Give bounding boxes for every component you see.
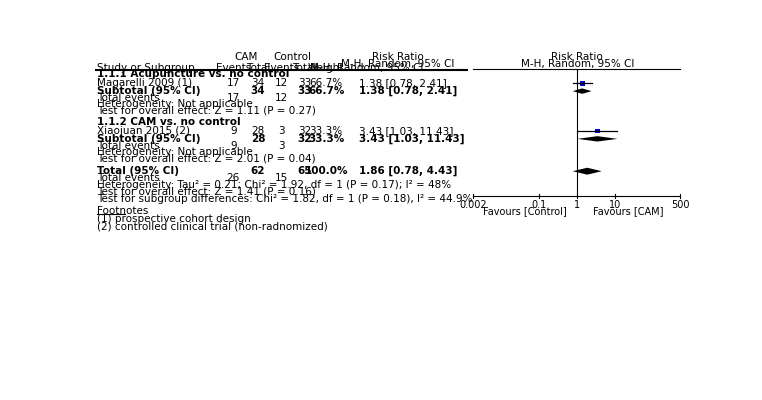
- Text: 17: 17: [226, 93, 240, 103]
- Text: 26: 26: [226, 173, 240, 183]
- Polygon shape: [578, 136, 617, 142]
- Text: 17: 17: [226, 78, 240, 88]
- Text: 34: 34: [251, 78, 264, 88]
- Text: Heterogeneity: Not applicable: Heterogeneity: Not applicable: [97, 147, 252, 157]
- Text: 28: 28: [251, 126, 264, 136]
- Text: 32: 32: [298, 126, 311, 136]
- Text: 1.38 [0.78, 2.41]: 1.38 [0.78, 2.41]: [359, 86, 457, 96]
- Text: Events: Events: [264, 63, 299, 73]
- Text: 1.1.2 CAM vs. no control: 1.1.2 CAM vs. no control: [97, 117, 241, 127]
- Text: Study or Subgroup: Study or Subgroup: [97, 63, 194, 73]
- Text: Total: Total: [246, 63, 271, 73]
- Text: M-H, Random, 95% CI: M-H, Random, 95% CI: [341, 59, 454, 69]
- Text: Subtotal (95% CI): Subtotal (95% CI): [97, 86, 200, 96]
- Text: Test for overall effect: Z = 1.11 (P = 0.27): Test for overall effect: Z = 1.11 (P = 0…: [97, 105, 315, 115]
- Text: Total events: Total events: [97, 141, 159, 151]
- Text: Test for overall effect: Z = 2.01 (P = 0.04): Test for overall effect: Z = 2.01 (P = 0…: [97, 153, 315, 163]
- Text: 9: 9: [230, 141, 236, 151]
- Text: Favours [Control]: Favours [Control]: [483, 206, 567, 216]
- Text: Magarelli 2009 (1): Magarelli 2009 (1): [97, 78, 192, 88]
- Text: Test for overall effect: Z = 1.41 (P = 0.16): Test for overall effect: Z = 1.41 (P = 0…: [97, 187, 315, 197]
- Bar: [595, 129, 600, 133]
- Text: 3: 3: [278, 141, 284, 151]
- Text: Heterogeneity: Not applicable: Heterogeneity: Not applicable: [97, 99, 252, 109]
- Text: 3.43 [1.03, 11.43]: 3.43 [1.03, 11.43]: [359, 134, 464, 144]
- Text: Control: Control: [274, 52, 312, 62]
- Text: Weight: Weight: [308, 63, 344, 73]
- Text: Total events: Total events: [97, 93, 159, 103]
- Text: 15: 15: [274, 173, 288, 183]
- Text: 12: 12: [274, 78, 288, 88]
- Text: Risk Ratio: Risk Ratio: [372, 52, 424, 62]
- Text: 12: 12: [274, 93, 288, 103]
- Text: 100.0%: 100.0%: [305, 166, 348, 176]
- Text: 3: 3: [278, 126, 284, 136]
- Text: 34: 34: [251, 86, 265, 96]
- Text: 32: 32: [297, 134, 312, 144]
- Bar: [580, 81, 584, 86]
- Text: (2) controlled clinical trial (non-radnomized): (2) controlled clinical trial (non-radno…: [97, 222, 328, 232]
- Text: 0.1: 0.1: [531, 200, 546, 210]
- Polygon shape: [573, 168, 602, 175]
- Text: M-H, Random, 95% CI: M-H, Random, 95% CI: [520, 59, 634, 69]
- Text: 1.1.1 Acupuncture vs. no control: 1.1.1 Acupuncture vs. no control: [97, 69, 289, 79]
- Text: 33: 33: [298, 78, 311, 88]
- Text: 10: 10: [609, 200, 621, 210]
- Text: Xiaojuan 2015 (2): Xiaojuan 2015 (2): [97, 126, 190, 136]
- Text: Test for subgroup differences: Chi² = 1.82, df = 1 (P = 0.18), I² = 44.9%: Test for subgroup differences: Chi² = 1.…: [97, 194, 472, 204]
- Text: 1: 1: [574, 200, 580, 210]
- Text: Subtotal (95% CI): Subtotal (95% CI): [97, 134, 200, 144]
- Text: Heterogeneity: Tau² = 0.21; Chi² = 1.92, df = 1 (P = 0.17); I² = 48%: Heterogeneity: Tau² = 0.21; Chi² = 1.92,…: [97, 180, 451, 190]
- Text: Total: Total: [293, 63, 317, 73]
- Text: 28: 28: [251, 134, 265, 144]
- Text: 9: 9: [230, 126, 236, 136]
- Polygon shape: [573, 88, 591, 94]
- Text: Total (95% CI): Total (95% CI): [97, 166, 179, 176]
- Text: 65: 65: [297, 166, 312, 176]
- Text: 62: 62: [251, 166, 265, 176]
- Text: 33.3%: 33.3%: [308, 134, 344, 144]
- Text: 500: 500: [671, 200, 690, 210]
- Text: Total events: Total events: [97, 173, 159, 183]
- Text: M-H, Random, 95% CI: M-H, Random, 95% CI: [310, 63, 423, 73]
- Text: 1.38 [0.78, 2.41]: 1.38 [0.78, 2.41]: [359, 78, 447, 88]
- Text: 33: 33: [297, 86, 312, 96]
- Text: Events: Events: [216, 63, 251, 73]
- Text: CAM: CAM: [234, 52, 258, 62]
- Text: 66.7%: 66.7%: [309, 78, 343, 88]
- Text: (1) prospective cohort design: (1) prospective cohort design: [97, 214, 251, 224]
- Text: Footnotes: Footnotes: [97, 206, 148, 216]
- Text: Favours [CAM]: Favours [CAM]: [594, 206, 664, 216]
- Text: 33.3%: 33.3%: [309, 126, 343, 136]
- Text: 66.7%: 66.7%: [308, 86, 344, 96]
- Text: 1.86 [0.78, 4.43]: 1.86 [0.78, 4.43]: [359, 166, 457, 176]
- Text: Risk Ratio: Risk Ratio: [552, 52, 604, 62]
- Text: 0.002: 0.002: [459, 200, 487, 210]
- Text: 3.43 [1.03, 11.43]: 3.43 [1.03, 11.43]: [359, 126, 453, 136]
